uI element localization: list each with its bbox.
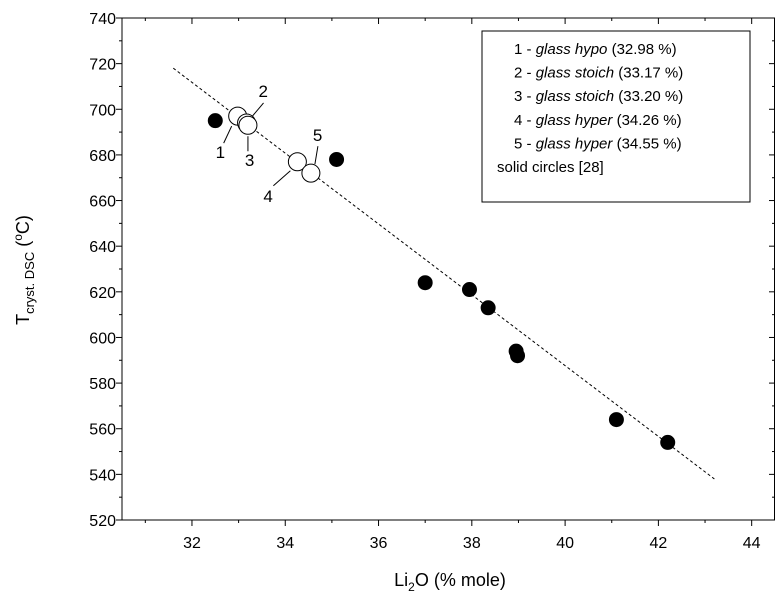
y-tick-label: 560	[89, 422, 116, 439]
x-tick-label: 42	[649, 535, 667, 552]
point-label: 2	[259, 82, 268, 101]
point-leader-line	[252, 102, 264, 117]
point-labels: 1 2 34 5	[216, 82, 323, 206]
legend-entry-name: glass stoich	[536, 88, 614, 105]
open-data-point	[238, 115, 258, 135]
legend-entry-name: glass hypo	[536, 41, 608, 58]
y-tick-label: 660	[89, 194, 116, 211]
legend-entry: 5 - glass hyper (34.55 %)	[514, 135, 682, 152]
x-tick-label: 32	[183, 535, 201, 552]
y-axis-title: Tcryst. DSC (oC)	[11, 215, 37, 325]
filled-data-point	[461, 282, 477, 298]
open-data-point	[301, 163, 321, 183]
legend-entry-percent: (34.26 %)	[612, 112, 681, 129]
legend-entry-percent: solid circles [28]	[497, 159, 604, 176]
y-tick-label: 680	[89, 148, 116, 165]
legend-entry-name: glass hyper	[536, 112, 614, 129]
legend-entry: solid circles [28]	[497, 159, 604, 176]
legend-entry-number: 2 -	[514, 65, 536, 82]
legend-entry-number: 3 -	[514, 88, 536, 105]
filled-data-point	[660, 434, 676, 450]
legend-entry-percent: (33.20 %)	[614, 88, 683, 105]
legend: 1 - glass hypo (32.98 %) 2 - glass stoich…	[481, 30, 751, 203]
y-tick-label: 600	[89, 330, 116, 347]
y-tick-label: 520	[89, 513, 116, 530]
y-tick-label: 580	[89, 376, 116, 393]
filled-data-point	[329, 151, 345, 167]
open-data-point	[287, 152, 307, 172]
point-leader-line	[273, 170, 291, 187]
legend-entry: 1 - glass hypo (32.98 %)	[514, 41, 677, 58]
x-tick-label: 34	[276, 535, 294, 552]
x-tick-label: 38	[463, 535, 481, 552]
x-axis-ticks: 32 34 36 38 40 42 44	[144, 18, 761, 552]
y-axis-ticks: 520 540 560 580 600 620 640 660 680 700 720 740	[89, 11, 775, 530]
x-axis-title: Li2O (% mole)	[394, 570, 506, 594]
y-tick-label: 700	[89, 102, 116, 119]
legend-entry-number: 4 -	[514, 112, 536, 129]
x-tick-label: 44	[743, 535, 761, 552]
x-tick-label: 36	[370, 535, 388, 552]
data-points	[207, 106, 676, 450]
legend-entry: 3 - glass stoich (33.20 %)	[514, 88, 683, 105]
y-tick-label: 640	[89, 239, 116, 256]
legend-entry-name: glass hyper	[536, 135, 614, 152]
point-label: 5	[313, 126, 322, 145]
legend-entry: 4 - glass hyper (34.26 %)	[514, 112, 682, 129]
legend-entry-number: 5 -	[514, 135, 536, 152]
x-tick-label: 40	[556, 535, 574, 552]
filled-data-point	[608, 412, 624, 428]
legend-entry-percent: (33.17 %)	[614, 65, 683, 82]
point-leader-line	[223, 125, 233, 144]
legend-entry-number: 1 -	[514, 41, 536, 58]
y-tick-label: 620	[89, 285, 116, 302]
point-label: 3	[245, 151, 254, 170]
legend-entry: 2 - glass stoich (33.17 %)	[514, 65, 683, 82]
y-tick-label: 740	[89, 11, 116, 28]
y-tick-label: 720	[89, 57, 116, 74]
filled-data-point	[207, 113, 223, 129]
legend-box	[481, 30, 751, 203]
legend-entry-percent: (34.55 %)	[612, 135, 681, 152]
filled-data-point	[480, 300, 496, 316]
point-label-leaders	[223, 102, 319, 187]
filled-data-point	[510, 348, 526, 364]
legend-entry-name: glass stoich	[536, 65, 614, 82]
point-leader-line	[314, 146, 319, 165]
filled-data-point	[417, 275, 433, 291]
point-label: 1	[216, 143, 225, 162]
y-tick-label: 540	[89, 467, 116, 484]
legend-entry-percent: (32.98 %)	[607, 41, 676, 58]
point-label: 4	[263, 187, 272, 206]
